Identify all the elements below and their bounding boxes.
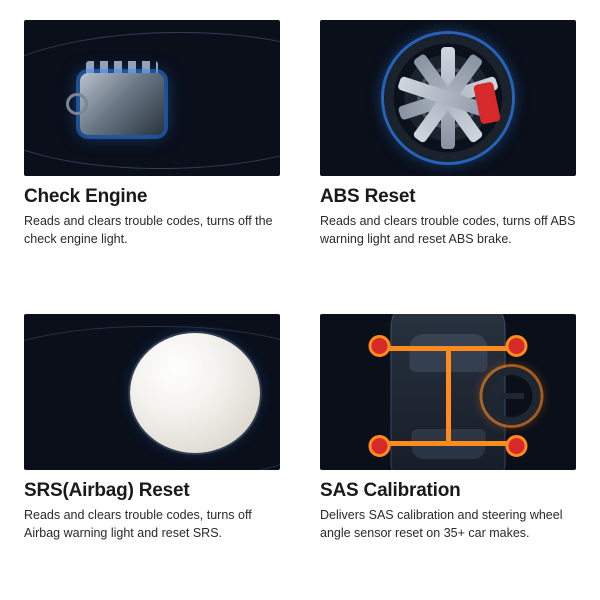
feature-sas-calibration: SAS Calibration Delivers SAS calibration… [320,314,576,580]
feature-desc: Delivers SAS calibration and steering wh… [320,506,576,542]
feature-title: ABS Reset [320,186,576,208]
feature-title: SRS(Airbag) Reset [24,480,280,502]
feature-title: Check Engine [24,186,280,208]
feature-desc: Reads and clears trouble codes, turns of… [24,212,280,248]
illustration-abs-reset [320,20,576,176]
feature-abs-reset: ABS Reset Reads and clears trouble codes… [320,20,576,286]
feature-title: SAS Calibration [320,480,576,502]
feature-srs-reset: SRS(Airbag) Reset Reads and clears troub… [24,314,280,580]
illustration-check-engine [24,20,280,176]
feature-desc: Reads and clears trouble codes, turns of… [24,506,280,542]
feature-check-engine: Check Engine Reads and clears trouble co… [24,20,280,286]
illustration-sas-calibration [320,314,576,470]
illustration-srs-reset [24,314,280,470]
feature-desc: Reads and clears trouble codes, turns of… [320,212,576,248]
